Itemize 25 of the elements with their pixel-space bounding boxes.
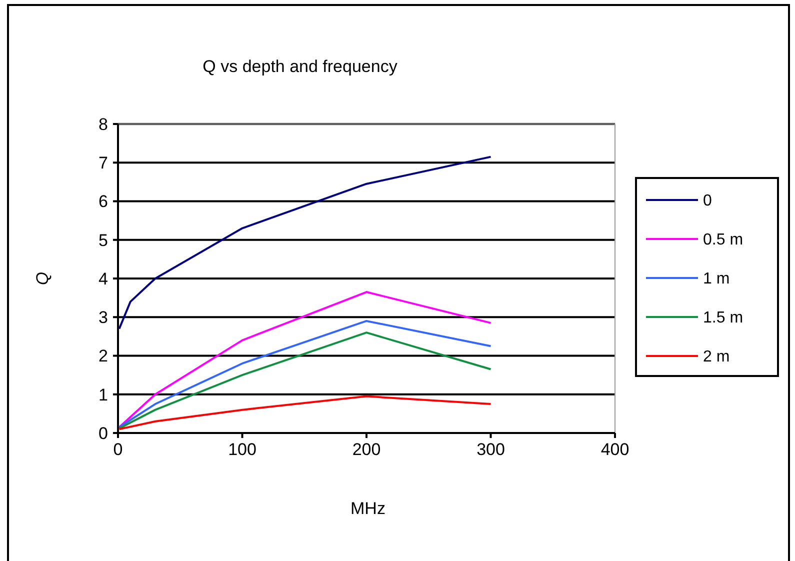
y-tick-label: 8 (98, 114, 108, 134)
legend-label: 1 m (703, 270, 730, 288)
legend-label: 1.5 m (703, 310, 744, 327)
x-tick-label: 300 (476, 440, 505, 459)
x-tick-label: 200 (352, 440, 381, 459)
x-tick-label: 100 (228, 440, 256, 459)
legend-label: 0 (703, 192, 712, 210)
line-series (118, 156, 492, 330)
line-series (118, 395, 492, 430)
y-axis-title: Q (33, 272, 52, 286)
y-tick-label: 7 (98, 154, 108, 173)
y-tick-label: 6 (98, 192, 108, 212)
y-tick-label: 1 (98, 385, 108, 404)
legend-label: 2 m (703, 348, 730, 366)
y-tick-label: 4 (98, 269, 108, 288)
legend-label: 0.5 m (703, 232, 744, 249)
y-tick-label: 3 (98, 308, 108, 328)
x-axis-title: MHz (350, 499, 386, 518)
x-tick-label: 400 (600, 440, 630, 459)
line-series (118, 291, 492, 428)
y-tick-label: 0 (98, 424, 108, 443)
chart-title: Q vs depth and frequency (202, 57, 398, 76)
y-tick-label: 2 (98, 346, 108, 366)
y-tick-label: 5 (98, 230, 108, 250)
x-tick-label: 0 (113, 440, 123, 459)
